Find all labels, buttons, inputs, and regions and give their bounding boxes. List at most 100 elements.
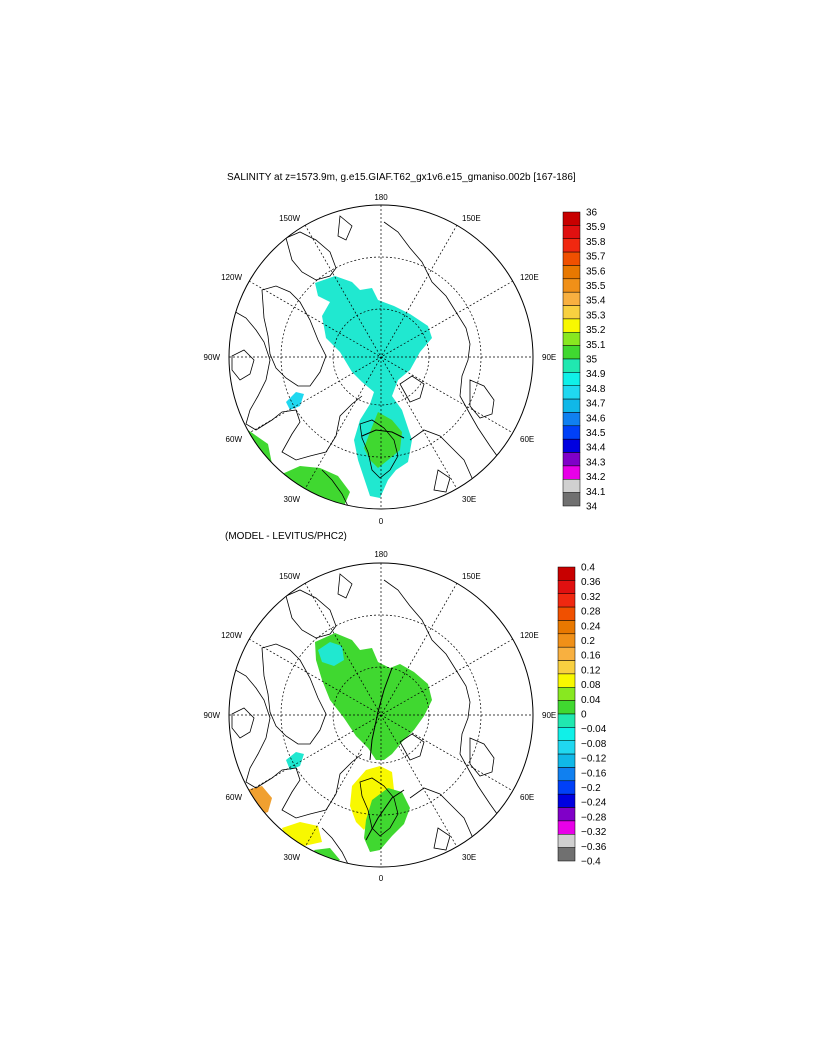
colorbar-swatch xyxy=(557,566,576,581)
colorbar-swatch xyxy=(557,820,576,835)
map-1-lon-150e: 150E xyxy=(462,214,481,223)
map-2-lon-60e: 60E xyxy=(520,793,534,802)
map-1-lon-90w: 90W xyxy=(204,353,221,362)
colorbar-tick-label: −0.12 xyxy=(581,754,607,765)
colorbar-swatch xyxy=(562,452,581,467)
colorbar-tick-label: 0.32 xyxy=(581,592,601,603)
colorbar-tick-label: 0.04 xyxy=(581,695,601,706)
colorbar-tick-label: 0.28 xyxy=(581,607,601,618)
map-1-lon-90e: 90E xyxy=(542,353,556,362)
colorbar-tick-label: 34.9 xyxy=(586,369,606,380)
map-2-graticule xyxy=(229,563,533,867)
colorbar-swatch xyxy=(562,265,581,280)
colorbar-tick-label: 34.2 xyxy=(586,472,606,483)
map-2-lon-30e: 30E xyxy=(462,853,476,862)
map-1-lon-120e: 120E xyxy=(520,273,539,282)
colorbar-tick-label: 0.24 xyxy=(581,621,601,632)
map-2-lon-90w: 90W xyxy=(204,711,221,720)
colorbar-tick-label: 35.1 xyxy=(586,340,606,351)
map-2-coastlines xyxy=(231,573,513,865)
colorbar-swatch xyxy=(557,580,576,594)
map-2-title: (MODEL - LEVITUS/PHC2) xyxy=(225,531,347,542)
map-2-lon-90e: 90E xyxy=(542,711,556,720)
colorbar-swatch xyxy=(562,425,581,440)
map-2-lon-60w: 60W xyxy=(226,793,243,802)
colorbar-tick-label: 35.2 xyxy=(586,325,606,336)
diff-field-green-fram xyxy=(364,788,410,852)
colorbar-swatch xyxy=(562,211,581,226)
map-1-colorbar: 36 35.9 35.8 35.7 35.6 35.5 35.4 35.3 35.2 35.1 35… xyxy=(562,208,606,513)
diff-field-cyan xyxy=(318,642,344,666)
colorbar-swatch xyxy=(557,807,576,822)
colorbar-swatch xyxy=(562,251,581,266)
colorbar-tick-label: 34.7 xyxy=(586,399,606,410)
map-1-coastlines xyxy=(231,215,513,507)
colorbar-swatch xyxy=(557,767,576,782)
colorbar-swatch xyxy=(562,238,581,253)
map-2-boundary xyxy=(228,562,534,868)
colorbar-swatch xyxy=(562,345,581,360)
colorbar-swatch xyxy=(562,332,581,346)
salinity-field-green-fram xyxy=(364,412,402,468)
map-1-boundary xyxy=(228,204,534,510)
map-1-lon-60w: 60W xyxy=(226,435,243,444)
colorbar-swatch xyxy=(557,606,576,621)
colorbar-tick-label: −0.32 xyxy=(581,827,607,838)
colorbar-swatch xyxy=(562,305,581,320)
colorbar-tick-label: 0.2 xyxy=(581,636,595,647)
colorbar-swatch xyxy=(557,847,576,862)
colorbar-swatch xyxy=(562,225,581,239)
colorbar-swatch xyxy=(562,278,581,293)
salinity-field-central xyxy=(315,276,432,498)
colorbar-swatch xyxy=(557,753,576,768)
colorbar-swatch xyxy=(557,727,576,741)
colorbar-tick-label: −0.24 xyxy=(581,798,607,809)
salinity-field-small xyxy=(286,392,304,410)
map-1-lon-30e: 30E xyxy=(462,495,476,504)
colorbar-tick-label: −0.36 xyxy=(581,842,607,853)
map-2: 180 0 90W 90E 150W 150E 120W 120E 60W 60… xyxy=(204,550,557,883)
map-2-zero-contour-fram xyxy=(365,789,405,841)
diff-field-orange xyxy=(246,786,272,816)
colorbar-swatch xyxy=(562,385,581,400)
colorbar-swatch xyxy=(557,740,576,755)
colorbar-swatch xyxy=(557,660,576,675)
colorbar-tick-label: 34.6 xyxy=(586,413,606,424)
colorbar-tick-label: −0.08 xyxy=(581,739,607,750)
map-2-lon-150e: 150E xyxy=(462,572,481,581)
colorbar-tick-label: 0.16 xyxy=(581,651,601,662)
map-1-contour xyxy=(361,429,405,439)
colorbar-tick-label: 35.5 xyxy=(586,281,606,292)
colorbar-swatch xyxy=(562,291,581,306)
colorbar-tick-label: −0.4 xyxy=(581,857,601,868)
colorbar-swatch xyxy=(557,593,576,608)
colorbar-tick-label: 34.1 xyxy=(586,487,606,498)
colorbar-tick-label: 35.8 xyxy=(586,237,606,248)
map-2-lon-150w: 150W xyxy=(279,572,300,581)
colorbar-tick-label: −0.04 xyxy=(581,724,607,735)
colorbar-tick-label: 35 xyxy=(586,355,598,366)
colorbar-swatch xyxy=(557,780,576,795)
colorbar-tick-label: 35.7 xyxy=(586,252,606,263)
colorbar-tick-label: 0 xyxy=(581,710,587,721)
map-1-lon-60e: 60E xyxy=(520,435,534,444)
colorbar-tick-label: 0.08 xyxy=(581,680,601,691)
map-2-fields xyxy=(231,573,513,866)
colorbar-swatch xyxy=(557,687,576,701)
colorbar-tick-label: −0.28 xyxy=(581,812,607,823)
colorbar-tick-label: 34 xyxy=(586,502,598,513)
map-1: 180 0 90W 90E 150W 150E 120W 120E 60W 60… xyxy=(204,193,557,526)
colorbar-swatch xyxy=(557,633,576,648)
colorbar-tick-label: 0.12 xyxy=(581,665,601,676)
map-2-lon-120w: 120W xyxy=(221,631,242,640)
colorbar-swatch xyxy=(562,492,581,507)
map-2-lon-180: 180 xyxy=(374,550,388,559)
colorbar-tick-label: 0.36 xyxy=(581,577,601,588)
diff-field-small-cyan xyxy=(286,752,304,770)
colorbar-tick-label: −0.2 xyxy=(581,783,601,794)
diff-field-green-central xyxy=(315,633,432,760)
colorbar-swatch xyxy=(557,620,576,635)
map-2-colorbar: 0.4 0.36 0.32 0.28 0.24 0.2 0.16 0.12 0.08 0.04 0 −… xyxy=(557,563,607,868)
map-2-lon-0: 0 xyxy=(379,874,384,883)
colorbar-swatch xyxy=(557,673,576,688)
